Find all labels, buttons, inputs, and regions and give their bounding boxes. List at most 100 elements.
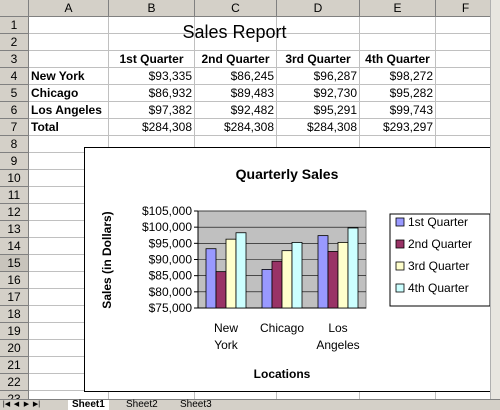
row-header[interactable]: 10 bbox=[0, 170, 29, 187]
value-cell[interactable]: $86,932 bbox=[109, 85, 195, 102]
tab-sheet1[interactable]: Sheet1 bbox=[68, 400, 109, 410]
grid-cell[interactable] bbox=[436, 17, 490, 34]
grid-cell[interactable] bbox=[360, 34, 436, 51]
grid-cell[interactable] bbox=[436, 68, 490, 85]
grid-cell[interactable] bbox=[29, 136, 109, 153]
grid-cell[interactable] bbox=[29, 34, 109, 51]
grid-cell[interactable] bbox=[436, 391, 490, 399]
row-header[interactable]: 11 bbox=[0, 187, 29, 204]
grid-cell[interactable] bbox=[109, 34, 195, 51]
value-cell[interactable]: $86,245 bbox=[195, 68, 277, 85]
grid-cell[interactable] bbox=[195, 391, 277, 399]
row-header[interactable]: 6 bbox=[0, 102, 29, 119]
row-header[interactable]: 3 bbox=[0, 51, 29, 68]
x-tick-label: New bbox=[214, 321, 238, 335]
value-cell[interactable]: $284,308 bbox=[195, 119, 277, 136]
grid-cell[interactable] bbox=[360, 17, 436, 34]
grid-cell[interactable] bbox=[195, 17, 277, 34]
grid-cell[interactable] bbox=[277, 391, 360, 399]
grid-cell[interactable] bbox=[195, 34, 277, 51]
column-header-d[interactable]: D bbox=[277, 0, 360, 17]
column-header-b[interactable]: B bbox=[109, 0, 195, 17]
row-header[interactable]: 2 bbox=[0, 34, 29, 51]
x-tick-label: Angeles bbox=[316, 338, 359, 352]
bar bbox=[281, 250, 293, 309]
report-title[interactable]: Sales Report bbox=[182, 22, 287, 42]
grid-cell[interactable] bbox=[436, 85, 490, 102]
quarter-header[interactable]: 4th Quarter bbox=[360, 51, 436, 68]
quarter-header[interactable]: 3rd Quarter bbox=[277, 51, 360, 68]
value-cell[interactable]: $96,287 bbox=[277, 68, 360, 85]
grid-cell[interactable] bbox=[109, 391, 195, 399]
value-cell[interactable]: $92,730 bbox=[277, 85, 360, 102]
grid-cell[interactable] bbox=[436, 102, 490, 119]
legend-entry: 2nd Quarter bbox=[408, 237, 472, 251]
column-header-f[interactable]: F bbox=[436, 0, 490, 17]
quarterly-sales-chart[interactable]: Quarterly Sales $75,000 $80,000 $85,000 $90,… bbox=[84, 147, 490, 392]
value-cell[interactable]: $98,272 bbox=[360, 68, 436, 85]
value-cell[interactable]: $92,482 bbox=[195, 102, 277, 119]
row-label[interactable]: Chicago bbox=[29, 85, 109, 102]
last-sheet-icon[interactable]: ▶| bbox=[32, 401, 41, 408]
value-cell[interactable]: $95,291 bbox=[277, 102, 360, 119]
row-header[interactable]: 15 bbox=[0, 255, 29, 272]
value-cell[interactable]: $97,382 bbox=[109, 102, 195, 119]
grid-cell[interactable] bbox=[436, 34, 490, 51]
row-header[interactable]: 12 bbox=[0, 204, 29, 221]
select-all-corner[interactable] bbox=[0, 0, 29, 17]
value-cell[interactable]: $284,308 bbox=[109, 119, 195, 136]
row-header[interactable]: 18 bbox=[0, 306, 29, 323]
row-header[interactable]: 1 bbox=[0, 17, 29, 34]
row-header[interactable]: 22 bbox=[0, 374, 29, 391]
y-tick-label: $95,000 bbox=[149, 236, 193, 250]
value-cell[interactable]: $99,743 bbox=[360, 102, 436, 119]
value-cell[interactable]: $293,297 bbox=[360, 119, 436, 136]
row-header[interactable]: 16 bbox=[0, 272, 29, 289]
row-header[interactable]: 9 bbox=[0, 153, 29, 170]
x-tick-label: Los bbox=[328, 321, 347, 335]
grid-cell[interactable] bbox=[29, 17, 109, 34]
grid-cell[interactable] bbox=[109, 17, 195, 34]
bar bbox=[215, 271, 227, 309]
row-label[interactable]: New York bbox=[29, 68, 109, 85]
first-sheet-icon[interactable]: |◀ bbox=[2, 401, 11, 408]
prev-sheet-icon[interactable]: ◀ bbox=[13, 401, 20, 408]
grid-cell[interactable] bbox=[360, 391, 436, 399]
row-header[interactable]: 19 bbox=[0, 323, 29, 340]
bar bbox=[291, 242, 303, 309]
row-header[interactable]: 17 bbox=[0, 289, 29, 306]
grid-cell[interactable] bbox=[277, 17, 360, 34]
column-header-a[interactable]: A bbox=[29, 0, 109, 17]
value-cell[interactable]: $95,282 bbox=[360, 85, 436, 102]
row-header[interactable]: 4 bbox=[0, 68, 29, 85]
value-cell[interactable]: $284,308 bbox=[277, 119, 360, 136]
spreadsheet-grid[interactable]: A B C D E F 1 2 3 4 5 6 7 8 9 10 11 12 13 14 15 16 17 18 1… bbox=[0, 0, 490, 399]
row-header[interactable]: 5 bbox=[0, 85, 29, 102]
quarter-header[interactable]: 1st Quarter bbox=[109, 51, 195, 68]
column-header-e[interactable]: E bbox=[360, 0, 436, 17]
legend-swatch bbox=[395, 283, 405, 293]
row-header[interactable]: 23 bbox=[0, 391, 29, 399]
grid-cell[interactable] bbox=[29, 51, 109, 68]
grid-cell[interactable] bbox=[277, 34, 360, 51]
value-cell[interactable]: $89,483 bbox=[195, 85, 277, 102]
row-header[interactable]: 20 bbox=[0, 340, 29, 357]
tab-sheet2[interactable]: Sheet2 bbox=[126, 399, 158, 410]
row-header[interactable]: 13 bbox=[0, 221, 29, 238]
row-header[interactable]: 14 bbox=[0, 238, 29, 255]
quarter-header[interactable]: 2nd Quarter bbox=[195, 51, 277, 68]
bar bbox=[327, 251, 339, 309]
tab-sheet3[interactable]: Sheet3 bbox=[180, 399, 212, 410]
value-cell[interactable]: $93,335 bbox=[109, 68, 195, 85]
next-sheet-icon[interactable]: ▶ bbox=[23, 401, 30, 408]
vertical-scrollbar[interactable] bbox=[490, 0, 500, 399]
grid-cell[interactable] bbox=[436, 119, 490, 136]
grid-cell[interactable] bbox=[436, 51, 490, 68]
grid-cell[interactable] bbox=[29, 391, 109, 399]
row-header[interactable]: 8 bbox=[0, 136, 29, 153]
row-label[interactable]: Los Angeles bbox=[29, 102, 109, 119]
row-header[interactable]: 21 bbox=[0, 357, 29, 374]
row-header[interactable]: 7 bbox=[0, 119, 29, 136]
row-label[interactable]: Total bbox=[29, 119, 109, 136]
column-header-c[interactable]: C bbox=[195, 0, 277, 17]
